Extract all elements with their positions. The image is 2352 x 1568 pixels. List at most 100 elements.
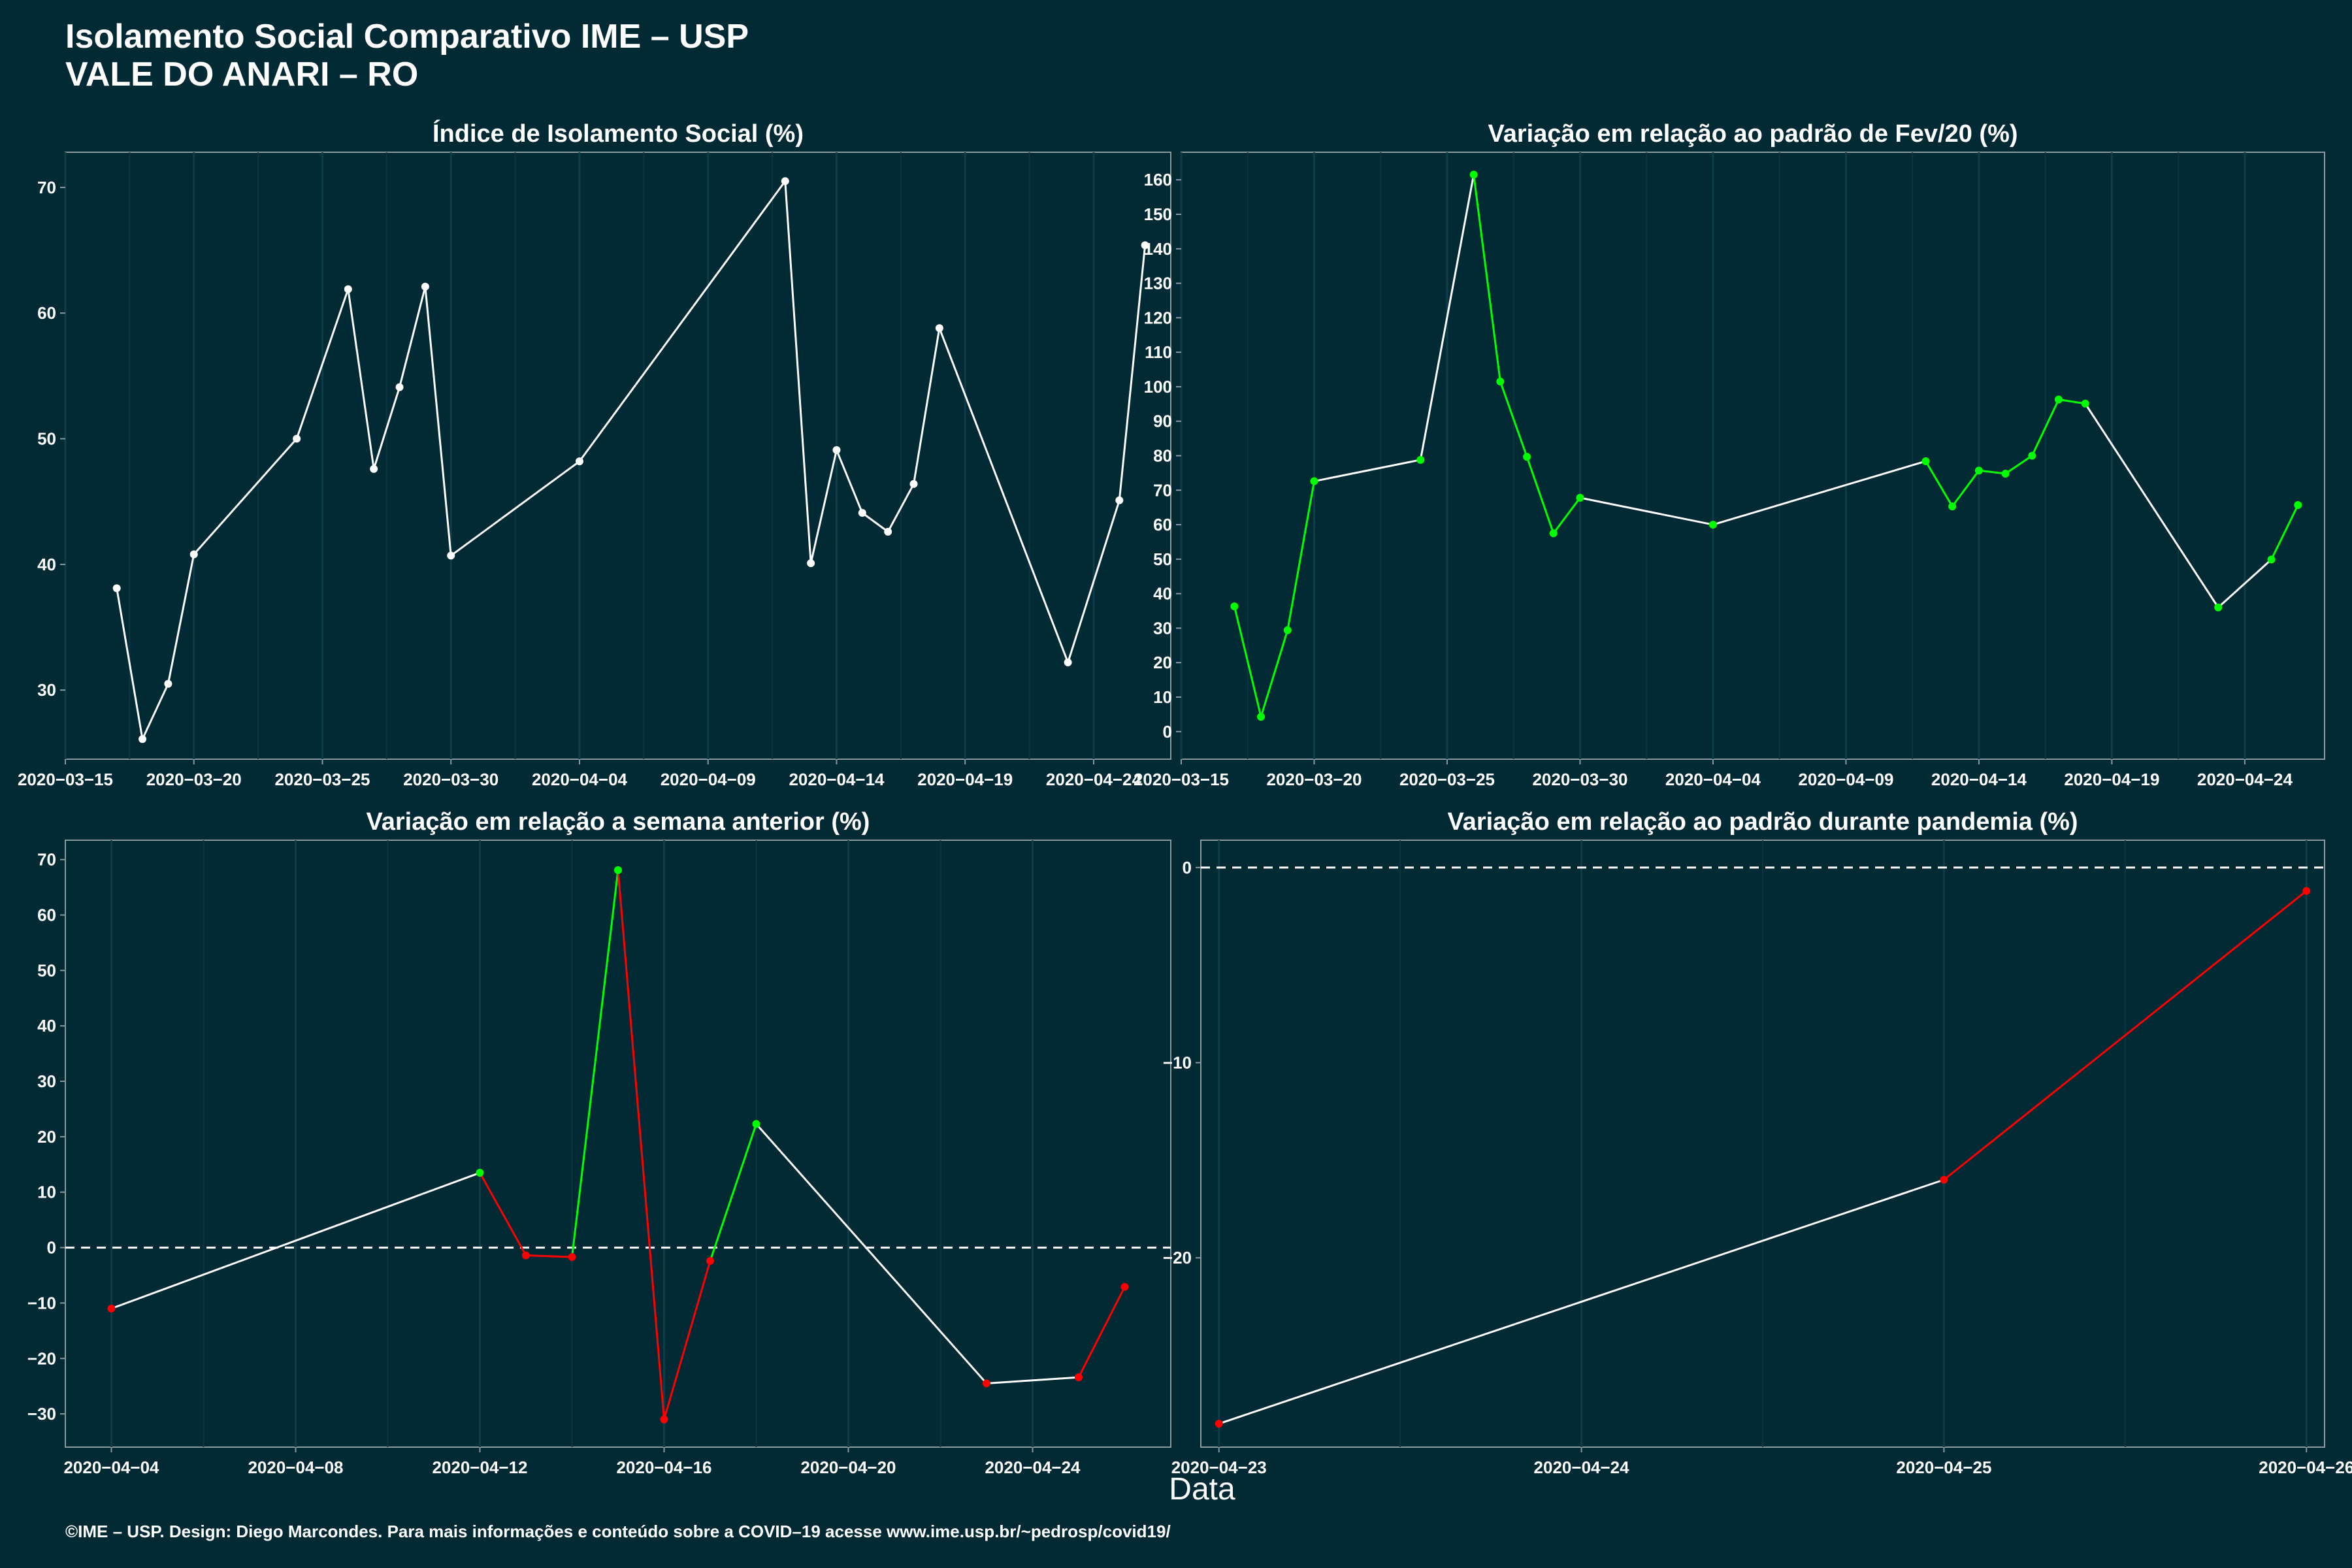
series-segment (1314, 459, 1421, 483)
data-point (1283, 626, 1292, 634)
series-segment (479, 1172, 527, 1256)
series-segment (1552, 497, 1581, 534)
y-tick-label: 0 (47, 1238, 56, 1258)
data-point (1075, 1373, 1083, 1382)
y-tick-label: 70 (37, 178, 56, 197)
series-segment (193, 438, 298, 555)
data-point (293, 434, 301, 443)
x-tick-label: 2020−04−20 (800, 1458, 896, 1477)
y-tick-label: 150 (1144, 204, 1172, 224)
x-tick-label: 2020−04−24 (1046, 770, 1142, 789)
series-segment (1943, 890, 2308, 1181)
y-tick-label: −20 (27, 1348, 56, 1368)
panel-title: Variação em relação ao padrão de Fev/20 … (1488, 120, 2017, 148)
x-tick-label: 2020−04−24 (1534, 1458, 1630, 1477)
y-tick-label: 30 (1153, 618, 1172, 638)
data-point (1257, 713, 1266, 721)
x-tick-label: 2020−03−20 (146, 770, 242, 789)
data-point (447, 551, 455, 560)
series-segment (1925, 461, 1953, 507)
series-segment (116, 588, 144, 740)
plot-frame (65, 152, 1171, 760)
x-tick-label: 2020−04−04 (63, 1458, 159, 1477)
series-segment (1260, 630, 1289, 717)
data-point (1215, 1420, 1223, 1428)
y-tick-label: 50 (37, 429, 56, 449)
series-segment (663, 1260, 711, 1420)
data-point (2302, 887, 2311, 895)
series-segment (424, 286, 452, 556)
x-tick-label: 2020−03−30 (1532, 770, 1627, 789)
data-point (476, 1169, 484, 1177)
data-point (2294, 500, 2302, 509)
data-point (1416, 455, 1425, 464)
series-segment (347, 289, 375, 469)
x-tick-label: 2020−04−04 (532, 770, 628, 789)
y-tick-label: 60 (1153, 515, 1172, 534)
chart-panel-1: Índice de Isolamento Social (%) 30 40 50 60 7… (18, 119, 1171, 789)
x-tick-label: 2020−03−25 (1399, 770, 1495, 789)
series-segment (2004, 455, 2033, 475)
x-tick-label: 2020−04−19 (2064, 770, 2159, 789)
data-point (107, 1304, 116, 1313)
data-point (112, 584, 121, 593)
x-tick-label: 2020−04−14 (789, 770, 885, 789)
x-tick-label: 2020−04−24 (2197, 770, 2293, 789)
data-point (706, 1256, 714, 1265)
series-segment (372, 387, 400, 470)
y-tick-label: 0 (1163, 722, 1172, 742)
y-tick-label: 60 (37, 303, 56, 323)
data-point (370, 465, 378, 473)
y-tick-label: 10 (1153, 687, 1172, 707)
series-segment (2058, 398, 2085, 405)
panel-title: Índice de Isolamento Social (%) (433, 119, 804, 148)
data-point (2001, 469, 2010, 478)
data-point (858, 509, 866, 517)
y-tick-label: 120 (1144, 308, 1172, 327)
series-segment (1067, 500, 1120, 663)
data-point (2214, 603, 2223, 612)
series-segment (1712, 460, 1926, 526)
x-tick-label: 2020−04−14 (1931, 770, 2027, 789)
y-tick-label: 20 (37, 1127, 56, 1147)
data-point (189, 550, 198, 559)
y-tick-label: 160 (1144, 170, 1172, 189)
y-tick-label: 40 (37, 1016, 56, 1036)
data-point (1141, 241, 1149, 250)
y-tick-label: 70 (1153, 480, 1172, 500)
data-point (1576, 493, 1584, 502)
series-segment (295, 289, 350, 440)
x-tick-label: 2020−04−24 (985, 1458, 1081, 1477)
data-point (1120, 1282, 1129, 1291)
series-segment (617, 870, 665, 1420)
data-point (522, 1251, 530, 1260)
chart-panel-2: Variação em relação ao padrão de Fev/20 … (1134, 120, 2325, 789)
y-tick-label: 10 (37, 1183, 56, 1202)
chart-panel-3: Variação em relação a semana anterior (%… (27, 808, 1171, 1477)
x-tick-label: 2020−04−08 (248, 1458, 343, 1477)
y-tick-label: −20 (1163, 1248, 1192, 1267)
data-point (568, 1252, 576, 1261)
series-segment (1233, 606, 1262, 717)
x-tick-label: 2020−03−30 (403, 770, 498, 789)
y-tick-label: 110 (1145, 342, 1172, 362)
data-point (1921, 457, 1930, 465)
y-tick-label: −30 (27, 1404, 56, 1424)
data-point (575, 457, 583, 466)
y-tick-label: 70 (37, 850, 56, 870)
y-tick-label: 50 (37, 960, 56, 980)
series-segment (1419, 174, 1475, 461)
data-point (660, 1415, 668, 1424)
series-segment (986, 1376, 1079, 1384)
data-point (2081, 399, 2089, 408)
data-point (807, 559, 815, 567)
y-tick-label: 40 (37, 555, 56, 574)
data-point (164, 679, 172, 688)
series-segment (1978, 469, 2006, 475)
data-point (832, 446, 841, 454)
data-point (752, 1120, 760, 1128)
series-segment (110, 1171, 481, 1310)
data-point (1064, 658, 1072, 666)
y-tick-label: 60 (37, 906, 56, 925)
